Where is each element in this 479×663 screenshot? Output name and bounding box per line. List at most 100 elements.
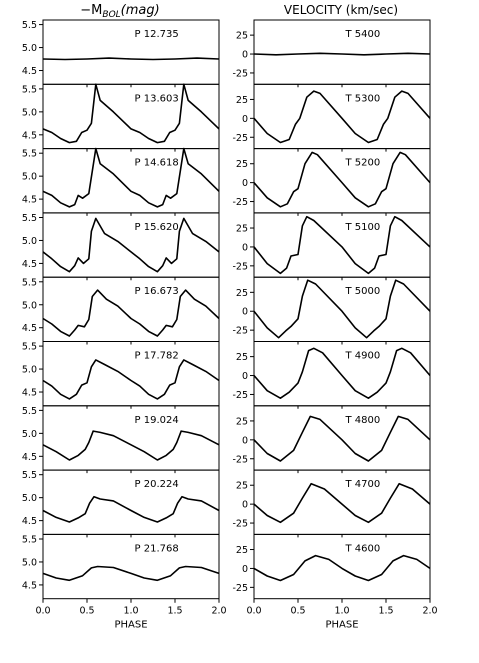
x-tick-label: 1.0: [334, 606, 349, 617]
mag-panel-label: P 17.782: [135, 351, 179, 362]
y-tick-label: 4.5: [22, 516, 37, 527]
vel-panel-label: T 5200: [345, 158, 381, 169]
y-tick-label: 4.5: [22, 323, 37, 334]
y-tick-label: 4.5: [22, 452, 37, 463]
panel-frame: [42, 83, 220, 150]
panel-frame: [42, 276, 220, 343]
y-tick-label: 25: [236, 416, 248, 427]
y-tick-label: 5.0: [22, 43, 37, 54]
y-tick-label: 0: [242, 114, 248, 125]
x-tick-label: 0.5: [290, 606, 305, 617]
mag-curve: [42, 495, 220, 523]
panel-frame: [42, 148, 220, 214]
mag-curve: [42, 217, 220, 273]
mag-panel-9: 4.5 5.0 5.5 P 21.768: [22, 533, 220, 603]
y-tick-label: 4.5: [22, 388, 37, 399]
y-tick-label: 25: [236, 159, 248, 170]
vel-panel-9: 25 0 -25 T 4600: [232, 533, 431, 603]
mag-curve: [42, 565, 220, 582]
y-tick-label: -25: [232, 519, 248, 530]
y-tick-label: 0: [242, 50, 248, 61]
mag-panel-8: 4.5 5.0 5.5 P 20.224: [22, 469, 220, 538]
panel-frame: [253, 533, 431, 600]
x-tick-label: 1.0: [123, 606, 138, 617]
right-column-title: VELOCITY (km/sec): [284, 3, 398, 17]
y-tick-label: 0: [242, 564, 248, 575]
vel-panel-label: T 5400: [345, 29, 381, 40]
y-tick-label: 5.5: [22, 406, 37, 417]
y-tick-label: 0: [242, 178, 248, 189]
y-tick-label: 25: [236, 31, 248, 42]
y-tick-label: 5.0: [22, 365, 37, 376]
x-tick-label: 0.0: [246, 606, 261, 617]
y-tick-label: 5.5: [22, 277, 37, 288]
panel-frame: [42, 19, 220, 85]
vel-curve: [253, 52, 431, 56]
left-column-title: −MBOL(mag): [80, 3, 159, 20]
y-tick-label: 5.5: [22, 149, 37, 160]
y-tick-label: 5.0: [22, 429, 37, 440]
y-tick-label: 0: [242, 500, 248, 511]
mag-panel-label: P 21.768: [135, 543, 179, 554]
left-title-main: −M: [80, 3, 102, 18]
x-tick-label: 0.0: [35, 606, 50, 617]
y-tick-label: 5.5: [22, 342, 37, 353]
mag-panel-3: 4.5 5.0 5.5 P 14.618: [22, 147, 220, 216]
panel-frame: [253, 469, 431, 535]
vel-panel-3: 25 0 -25 T 5200: [232, 148, 431, 216]
x-tick-label: 2.0: [211, 606, 226, 617]
x-tick-label: 1.5: [167, 606, 182, 617]
vel-panel-label: T 5300: [345, 93, 381, 104]
vel-curve: [253, 482, 431, 524]
y-tick-label: 5.0: [22, 493, 37, 504]
mag-panel-label: P 14.618: [135, 158, 179, 169]
vel-panel-7: 25 0 -25 T 4800: [232, 405, 431, 474]
vel-curve: [253, 279, 431, 339]
y-tick-label: -25: [232, 68, 248, 79]
y-tick-label: 25: [236, 288, 248, 299]
vel-panel-label: T 4600: [345, 543, 381, 554]
y-tick-label: 0: [242, 371, 248, 382]
vel-curve: [253, 554, 431, 582]
vel-panel-6: 25 0 -25 T 4900: [232, 341, 431, 409]
panel-frame: [42, 469, 220, 535]
mag-panel-6: 4.5 5.0 5.5 P 17.782: [22, 341, 220, 409]
x-axes: 0.0 0.5 1.0 1.5 2.0 PHASE 0.0 0.5 1.0 1.5 2.0 PHASE: [35, 606, 437, 631]
y-tick-label: 5.0: [22, 107, 37, 118]
y-tick-label: -25: [232, 133, 248, 144]
vel-panel-8: 25 0 -25 T 4700: [232, 469, 431, 538]
mag-panel-label: P 16.673: [135, 286, 179, 297]
mag-curve: [42, 57, 220, 61]
vel-panel-label: T 5000: [345, 286, 381, 297]
vel-curve: [253, 415, 431, 462]
vel-panel-1: 25 0 -25 T 5400: [232, 19, 431, 88]
panel-frame: [253, 83, 431, 150]
y-tick-label: 4.5: [22, 259, 37, 270]
mag-curve: [42, 289, 220, 337]
panel-frame: [253, 148, 431, 214]
vel-panel-label: T 4900: [345, 351, 381, 362]
x-tick-label: 1.5: [378, 606, 393, 617]
y-tick-label: 5.0: [22, 557, 37, 568]
y-tick-label: 25: [236, 481, 248, 492]
vel-panel-label: T 4800: [345, 415, 381, 426]
y-tick-label: 5.0: [22, 236, 37, 247]
x-tick-label: 0.5: [79, 606, 94, 617]
vel-curve: [253, 151, 431, 208]
vel-curve: [253, 90, 431, 144]
mag-panel-label: P 15.620: [135, 222, 179, 233]
mag-panel-label: P 12.735: [135, 29, 179, 40]
y-tick-label: -25: [232, 326, 248, 337]
y-tick-label: 4.5: [22, 195, 37, 206]
vel-panel-4: 25 0 -25 T 5100: [232, 212, 431, 281]
y-tick-label: 5.5: [22, 20, 37, 31]
y-tick-label: 5.5: [22, 213, 37, 224]
mag-panel-label: P 20.224: [135, 479, 179, 490]
mag-panel-label: P 13.603: [135, 93, 179, 104]
y-tick-label: 0: [242, 242, 248, 253]
y-tick-label: 4.5: [22, 580, 37, 591]
mag-curve: [42, 430, 220, 461]
panel-frame: [42, 212, 220, 278]
mag-panel-4: 4.5 5.0 5.5 P 15.620: [22, 212, 220, 281]
